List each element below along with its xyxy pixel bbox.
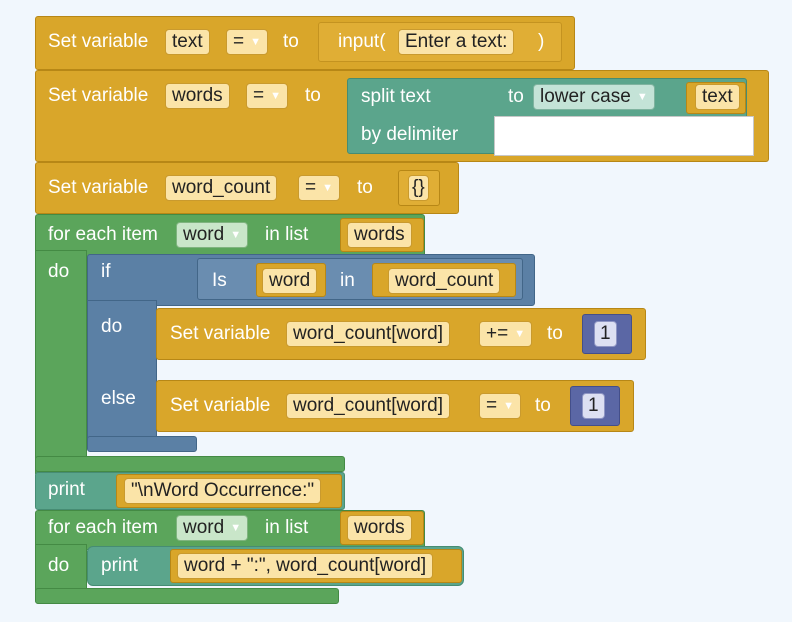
close-paren-label: ) <box>538 31 545 52</box>
loop-item-dropdown[interactable]: word ▼ <box>176 515 249 541</box>
set-variable-label: Set variable <box>48 31 149 52</box>
to-label: to <box>508 86 524 107</box>
expression-field[interactable]: word + ":", word_count[word] <box>177 553 434 579</box>
do-label: do <box>48 555 70 576</box>
chevron-down-icon: ▼ <box>322 182 333 194</box>
text-variable-field[interactable]: text <box>695 84 740 110</box>
print-label: print <box>101 555 138 576</box>
in-list-label: in list <box>265 517 309 538</box>
chevron-down-icon: ▼ <box>503 400 514 412</box>
to-label: to <box>305 85 321 106</box>
for-each-loop-body-arm <box>35 250 87 474</box>
is-label: Is <box>212 270 227 291</box>
input-prompt-field[interactable]: Enter a text: <box>398 29 515 55</box>
set-variable-label: Set variable <box>170 323 271 344</box>
number-field[interactable]: 1 <box>594 321 617 347</box>
to-label: to <box>283 31 299 52</box>
empty-dict-field[interactable]: {} <box>408 175 429 201</box>
by-delimiter-label: by delimiter <box>361 124 459 145</box>
if-else-body-arm <box>87 300 157 452</box>
chevron-down-icon: ▼ <box>270 90 281 102</box>
for-each-label: for each item <box>48 517 158 538</box>
chevron-down-icon: ▼ <box>230 229 242 241</box>
set-variable-label: Set variable <box>48 85 149 106</box>
if-label: if <box>101 261 111 282</box>
operator-dropdown[interactable]: = ▼ <box>226 29 268 55</box>
chevron-down-icon: ▼ <box>230 522 242 534</box>
variable-name-field[interactable]: text <box>165 29 210 55</box>
string-field[interactable]: "\nWord Occurrence:" <box>124 478 322 504</box>
do-label: do <box>101 316 123 337</box>
set-variable-label: Set variable <box>170 395 271 416</box>
number-field[interactable]: 1 <box>582 393 605 419</box>
for-each-label: for each item <box>48 224 158 245</box>
to-label: to <box>535 395 551 416</box>
set-variable-label: Set variable <box>48 177 149 198</box>
chevron-down-icon: ▼ <box>636 91 648 103</box>
in-list-label: in list <box>265 224 309 245</box>
words-variable-field[interactable]: words <box>347 222 412 248</box>
loop-item-dropdown[interactable]: word ▼ <box>176 222 249 248</box>
operator-dropdown[interactable]: = ▼ <box>298 175 340 201</box>
words-variable-field[interactable]: words <box>347 515 412 541</box>
do-label: do <box>48 261 70 282</box>
print-label: print <box>48 479 85 500</box>
variable-name-field[interactable]: word_count <box>165 175 278 201</box>
chevron-down-icon: ▼ <box>250 36 261 48</box>
delimiter-empty-socket[interactable] <box>494 116 754 156</box>
for-each-loop-footer <box>35 588 339 604</box>
operator-dropdown[interactable]: += ▼ <box>479 321 533 347</box>
if-else-footer <box>87 436 197 452</box>
chevron-down-icon: ▼ <box>514 328 526 340</box>
input-function-label: input( <box>338 31 386 52</box>
in-label: in <box>340 270 355 291</box>
variable-name-field[interactable]: word_count[word] <box>286 393 450 419</box>
operator-dropdown[interactable]: = ▼ <box>246 83 288 109</box>
to-label: to <box>357 177 373 198</box>
else-label: else <box>101 388 136 409</box>
to-label: to <box>547 323 563 344</box>
word-variable-field[interactable]: word <box>262 268 318 294</box>
word-count-variable-field[interactable]: word_count <box>388 268 501 294</box>
operator-dropdown[interactable]: = ▼ <box>479 393 521 419</box>
variable-name-field[interactable]: words <box>165 83 230 109</box>
split-text-label: split text <box>361 86 431 107</box>
variable-name-field[interactable]: word_count[word] <box>286 321 450 347</box>
for-each-loop-footer <box>35 456 345 472</box>
case-dropdown[interactable]: lower case ▼ <box>533 84 655 110</box>
